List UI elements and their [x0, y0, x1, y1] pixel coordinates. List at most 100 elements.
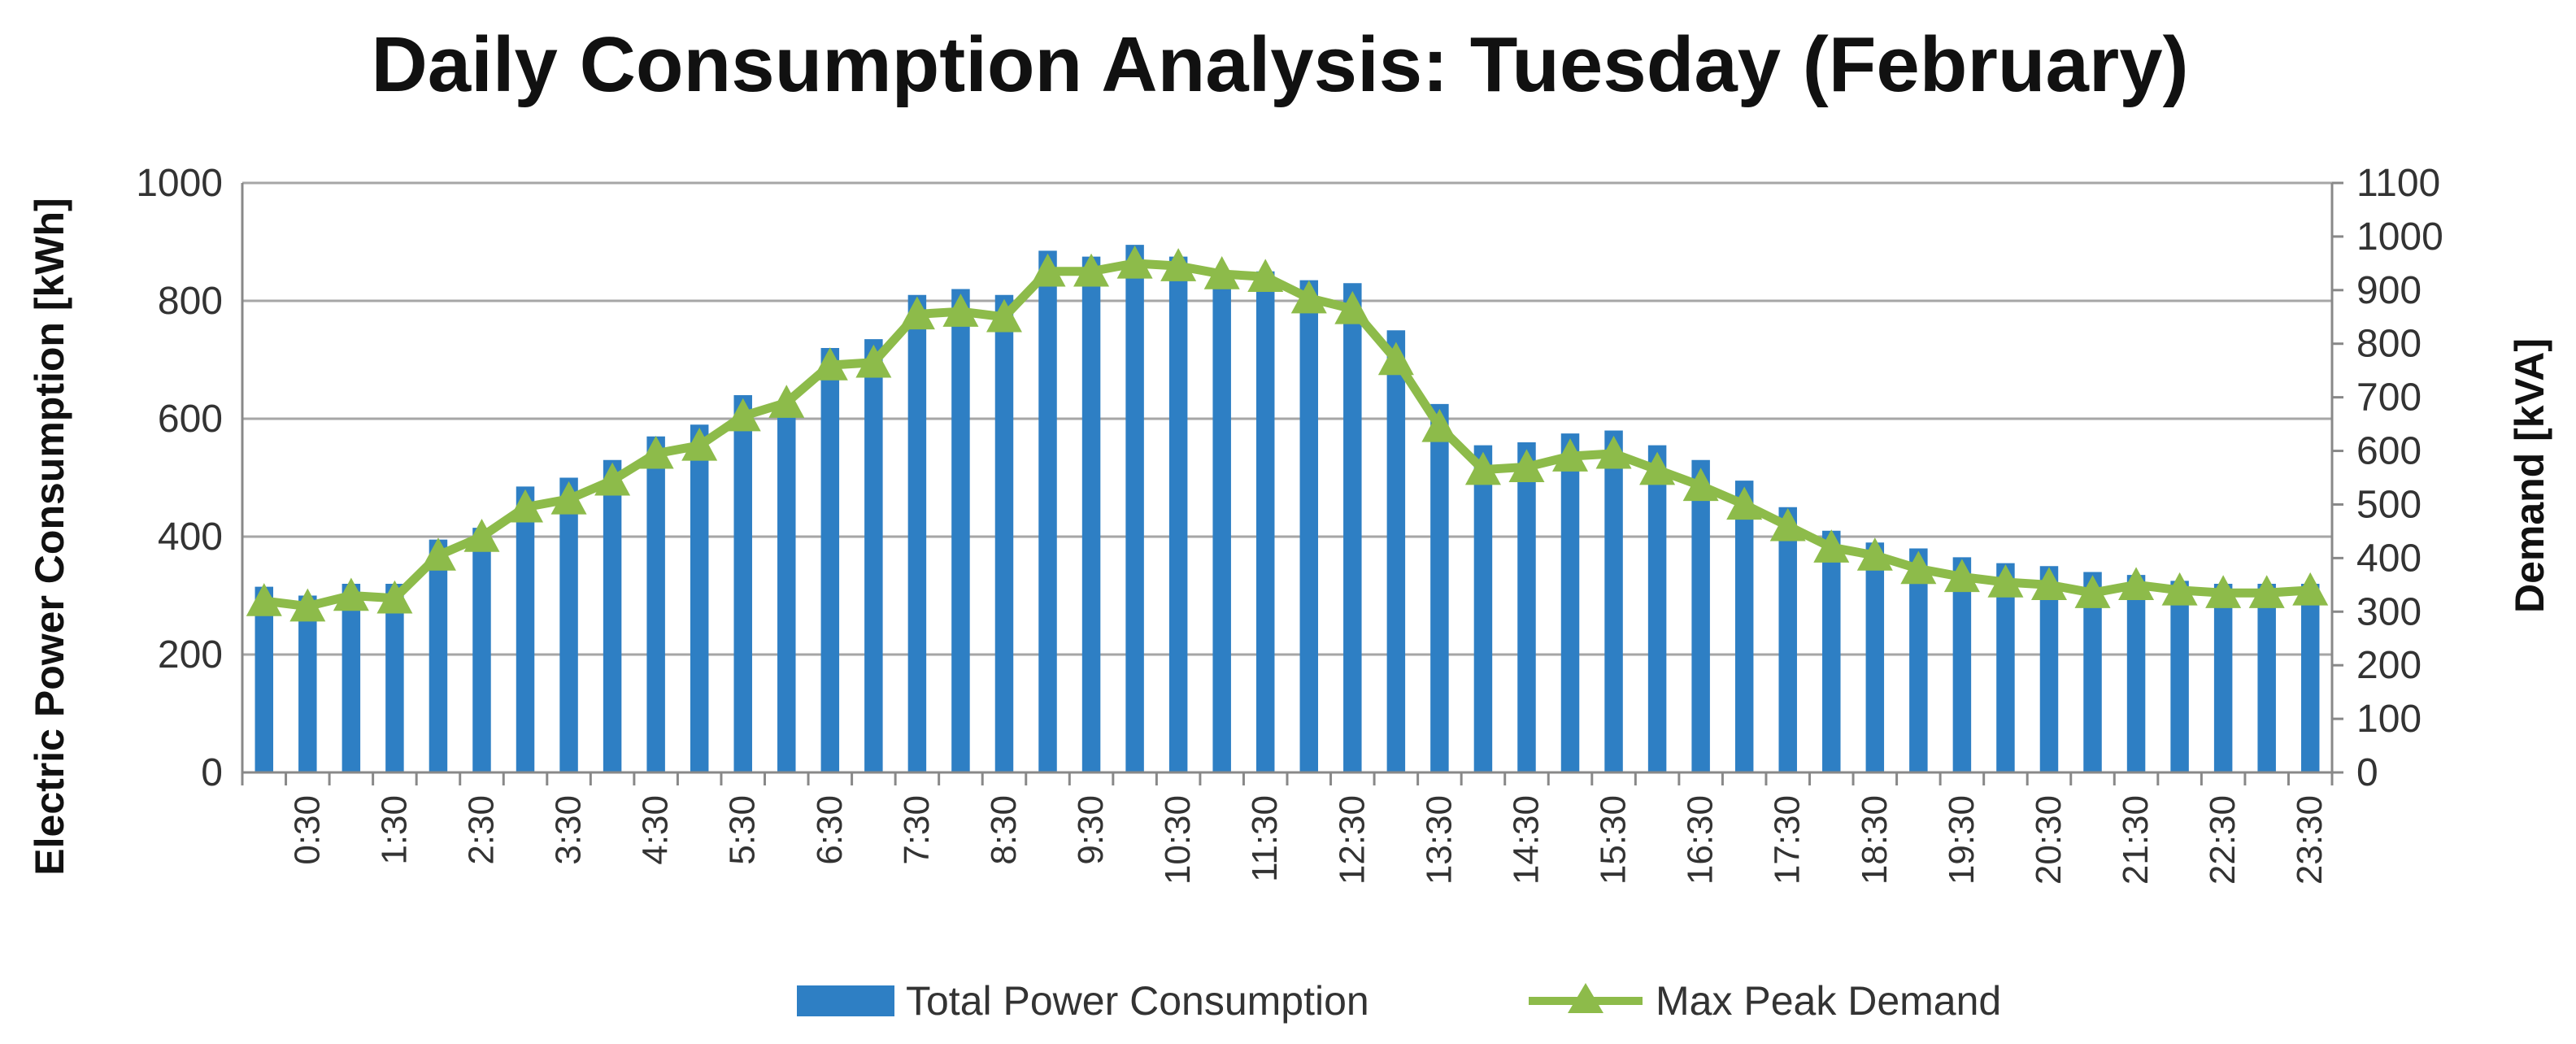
bar-9:00: [1038, 250, 1057, 772]
bar-19:00: [1909, 548, 1928, 772]
x-tick-label: 20:30: [2029, 795, 2069, 885]
bar-23:00: [2257, 584, 2276, 772]
demand-marker-1:30: [376, 580, 413, 614]
bar-1:30: [385, 584, 404, 772]
right-tick-label: 100: [2356, 698, 2422, 741]
bar-10:30: [1168, 256, 1188, 772]
left-tick-label: 0: [201, 751, 223, 794]
x-tick-label: 23:30: [2290, 795, 2330, 885]
bar-3:30: [559, 477, 578, 772]
bar-12:30: [1343, 283, 1362, 772]
demand-marker-19:30: [1943, 559, 1980, 593]
bar-7:30: [907, 294, 927, 772]
x-tick-label: 11:30: [1245, 795, 1285, 882]
bar-12:00: [1299, 280, 1319, 772]
demand-marker-7:00: [855, 344, 892, 378]
demand-marker-9:00: [1029, 253, 1066, 287]
demand-marker-5:30: [724, 398, 761, 432]
bar-10:00: [1125, 245, 1144, 772]
bar-15:30: [1604, 430, 1623, 772]
demand-marker-13:00: [1377, 341, 1414, 376]
left-tick-label: 600: [158, 398, 223, 441]
x-tick-label: 2:30: [461, 795, 501, 865]
demand-marker-1:00: [333, 577, 369, 611]
right-tick-label: 600: [2356, 430, 2422, 473]
legend-label-consumption: Total Power Consumption: [906, 978, 1369, 1024]
demand-marker-8:30: [986, 298, 1022, 333]
demand-marker-22:30: [2205, 575, 2242, 608]
demand-marker-4:00: [594, 462, 631, 496]
x-tick-label: 10:30: [1158, 795, 1198, 885]
right-tick-label: 500: [2356, 483, 2422, 526]
demand-marker-12:30: [1334, 290, 1371, 324]
demand-marker-11:00: [1203, 256, 1240, 289]
bar-18:30: [1865, 542, 1885, 772]
left-axis-ticks: 0 200 400 600 800 1000: [136, 162, 223, 794]
bar-4:30: [646, 436, 665, 772]
bar-14:30: [1517, 442, 1536, 772]
x-tick-label: 8:30: [984, 795, 1024, 865]
bar-17:00: [1734, 481, 1754, 772]
demand-marker-17:00: [1726, 486, 1763, 520]
bar-0:30: [298, 595, 317, 772]
x-tick-label: 3:30: [549, 795, 589, 865]
demand-marker-16:30: [1682, 468, 1719, 502]
bar-7:00: [864, 339, 883, 772]
legend: Total Power Consumption Max Peak Demand: [797, 978, 2001, 1024]
demand-marker-15:30: [1595, 435, 1632, 469]
x-tick-label: 18:30: [1855, 795, 1895, 885]
right-tick-label: 0: [2356, 751, 2378, 794]
demand-marker-12:00: [1290, 280, 1327, 314]
bar-20:30: [2039, 566, 2059, 772]
bar-2:00: [429, 539, 448, 772]
bar-8:30: [994, 294, 1014, 772]
x-tick-label: 1:30: [374, 795, 414, 865]
x-tick-label: 14:30: [1506, 795, 1546, 885]
demand-marker-6:00: [768, 385, 805, 418]
right-tick-label: 400: [2356, 537, 2422, 580]
demand-marker-14:00: [1464, 451, 1501, 485]
bar-21:00: [2083, 572, 2102, 772]
bar-14:00: [1473, 445, 1493, 772]
bar-2:30: [472, 528, 491, 772]
right-tick-label: 200: [2356, 644, 2422, 687]
demand-marker-10:00: [1116, 245, 1153, 279]
bar-6:00: [777, 407, 796, 772]
demand-marker-23:00: [2248, 575, 2285, 608]
bar-6:30: [820, 348, 840, 772]
gridlines: [242, 181, 2332, 656]
demand-marker-3:30: [550, 481, 587, 515]
bar-4:00: [603, 459, 622, 772]
demand-marker-13:30: [1421, 408, 1458, 442]
bar-23:30: [2300, 584, 2320, 772]
bar-11:30: [1255, 271, 1275, 772]
bar-15:00: [1560, 433, 1580, 772]
right-tick-label: 1000: [2356, 215, 2443, 259]
demand-marker-19:00: [1900, 550, 1937, 585]
bar-21:30: [2126, 575, 2146, 772]
right-tick-label: 800: [2356, 323, 2422, 366]
bar-19:30: [1952, 557, 1972, 772]
demand-marker-11:30: [1247, 259, 1284, 293]
bar-11:00: [1212, 271, 1231, 772]
demand-marker-9:30: [1073, 253, 1110, 287]
bar-3:00: [516, 486, 535, 772]
x-tick-label: 16:30: [1681, 795, 1721, 885]
left-tick-label: 400: [158, 515, 223, 559]
demand-marker-4:30: [637, 435, 674, 469]
x-tick-label: 21:30: [2116, 795, 2156, 885]
bar-18:00: [1822, 530, 1841, 772]
left-tick-label: 200: [158, 633, 223, 676]
bar-20:00: [1996, 563, 2015, 772]
bar-5:00: [690, 424, 709, 772]
bar-17:30: [1778, 507, 1797, 772]
x-tick-label: 22:30: [2203, 795, 2243, 885]
bar-5:30: [733, 395, 752, 772]
x-tick-label: 5:30: [723, 795, 763, 865]
x-tick-label: 6:30: [810, 795, 850, 865]
bar-22:00: [2170, 581, 2189, 772]
demand-marker-18:30: [1856, 537, 1893, 571]
demand-marker-15:00: [1552, 438, 1589, 472]
legend-label-demand: Max Peak Demand: [1656, 978, 2001, 1024]
